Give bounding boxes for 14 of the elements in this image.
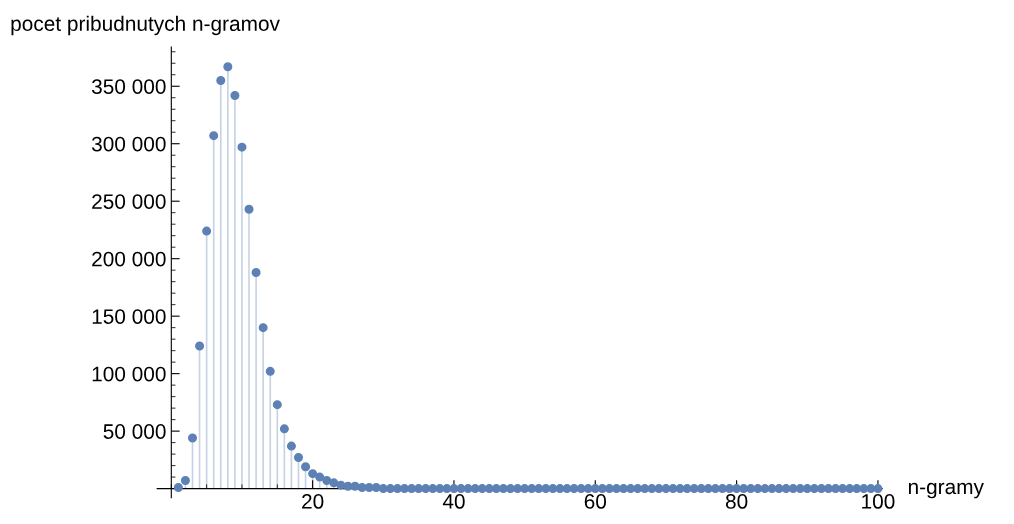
x-axis-title: n-gramy [908, 482, 984, 499]
y-tick-label: 300 000 [91, 136, 166, 152]
y-tick-label: 350 000 [91, 79, 166, 94]
x-tick-label: 60 [584, 494, 607, 509]
y-tick-label: 200 000 [92, 251, 166, 267]
y-tick-label: 250 000 [92, 194, 166, 209]
y-tick-label: 150 000 [92, 309, 166, 324]
x-tick-label: 100 [862, 494, 895, 509]
y-axis-title: pocet pribudnutych n-gramov [11, 15, 280, 36]
x-tick-label: 20 [302, 494, 324, 509]
y-tick-label: 100 000 [92, 366, 166, 382]
x-tick-label: 40 [442, 494, 465, 509]
x-tick-label: 80 [725, 494, 748, 509]
y-tick-label: 50 000 [103, 424, 166, 439]
